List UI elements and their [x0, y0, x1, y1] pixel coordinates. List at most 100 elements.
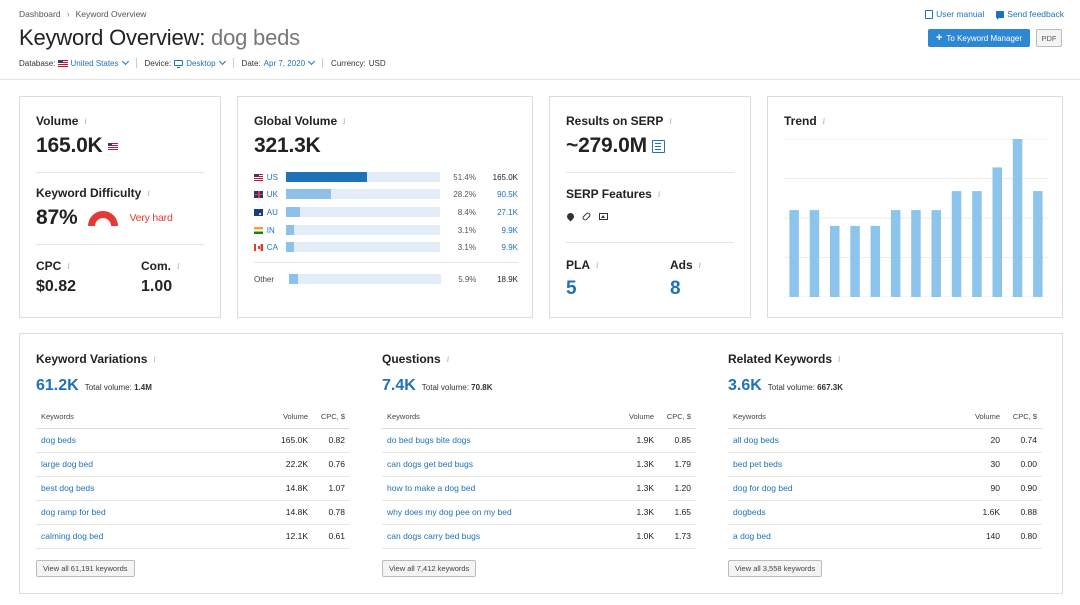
trend-bar[interactable] [992, 167, 1003, 297]
info-icon[interactable]: i [596, 260, 599, 270]
trend-bar[interactable] [789, 210, 799, 297]
link-icon[interactable] [581, 211, 592, 222]
trend-bar[interactable] [911, 210, 921, 297]
serp-features-icons [565, 211, 608, 222]
table-row: dogbeds 1.6K 0.88 [728, 500, 1042, 525]
total-value: 1.4M [134, 383, 152, 392]
country-row-in[interactable]: IN 3.1% 9.9K [254, 224, 518, 236]
info-icon[interactable]: i [698, 260, 702, 270]
column-header-volume: Volume [248, 406, 308, 429]
trend-bar[interactable] [931, 210, 942, 297]
ads-label-text: Ads [670, 258, 693, 272]
trend-label: Trend i [784, 114, 825, 128]
section-summary: 3.6K Total volume: 667.3K [728, 377, 843, 395]
volume-card: Volume i 165.0K Keyword Difficulty i 87%… [19, 96, 221, 318]
keyword-link[interactable]: can dogs carry bed bugs [382, 524, 594, 549]
pdf-button[interactable]: PDF [1036, 29, 1062, 47]
competition-value: 1.00 [141, 278, 173, 295]
info-icon[interactable]: i [343, 116, 346, 126]
to-keyword-manager-button[interactable]: + To Keyword Manager [928, 29, 1030, 47]
plus-icon: + [935, 31, 943, 44]
keyword-link[interactable]: why does my dog pee on my bed [382, 500, 594, 525]
trend-bar[interactable] [972, 191, 982, 297]
device-dropdown[interactable]: Desktop [174, 57, 226, 68]
country-row-au[interactable]: AU 8.4% 27.1K [254, 206, 518, 218]
section-count[interactable]: 61.2K [36, 377, 79, 394]
trend-bar[interactable] [1033, 191, 1043, 297]
trend-bar[interactable] [870, 225, 881, 297]
send-feedback-link[interactable]: Send feedback [996, 9, 1064, 20]
keyword-link[interactable]: dog for dog bed [728, 476, 940, 501]
info-icon[interactable]: i [153, 354, 156, 364]
keyword-cpc: 0.76 [308, 452, 350, 477]
serp-snapshot-icon[interactable] [651, 139, 665, 153]
trend-bar[interactable] [951, 191, 962, 297]
trend-bar[interactable] [890, 210, 901, 297]
keyword-link[interactable]: large dog bed [36, 452, 248, 477]
keyword-table: Keywords Volume CPC, $ dog beds 165.0K 0.8… [36, 406, 350, 549]
keyword-link[interactable]: dog beds [36, 428, 248, 453]
cpc-label: CPC i [36, 259, 70, 273]
trend-bar[interactable] [850, 225, 860, 297]
keyword-link[interactable]: best dog beds [36, 476, 248, 501]
info-icon[interactable]: i [84, 116, 88, 126]
trend-bar[interactable] [830, 225, 840, 297]
keyword-link[interactable]: calming dog bed [36, 524, 248, 549]
section-title-text: Keyword Variations [36, 352, 148, 366]
trend-bar[interactable] [1012, 139, 1023, 297]
info-icon[interactable]: i [147, 188, 150, 198]
competition-label-text: Com. [141, 259, 171, 273]
global-volume-card: Global Volume i 321.3K US 51.4% 165.0K U… [237, 96, 533, 318]
table-row: all dog beds 20 0.74 [728, 428, 1042, 453]
country-code: US [266, 172, 278, 182]
keyword-link[interactable]: dog ramp for bed [36, 500, 248, 525]
info-icon[interactable]: i [822, 116, 826, 126]
country-volume: 9.9K [501, 225, 518, 235]
ads-value[interactable]: 8 [670, 278, 681, 299]
keyword-volume: 1.3K [594, 452, 654, 477]
view-all-variations-button[interactable]: View all 61,191 keywords [36, 560, 135, 577]
column-header-volume: Volume [940, 406, 1000, 429]
date-dropdown[interactable]: Apr 7, 2020 [264, 57, 316, 68]
info-icon[interactable]: i [657, 189, 661, 199]
section-count[interactable]: 3.6K [728, 377, 762, 394]
section-count[interactable]: 7.4K [382, 377, 416, 394]
country-bar-fill [286, 172, 368, 182]
database-dropdown[interactable]: United States [58, 57, 129, 68]
keyword-link[interactable]: how to make a dog bed [382, 476, 594, 501]
info-icon[interactable]: i [67, 261, 70, 271]
keyword-link[interactable]: can dogs get bed bugs [382, 452, 594, 477]
country-row-ca[interactable]: CA 3.1% 9.9K [254, 241, 518, 253]
country-bar-track [286, 207, 440, 217]
country-row-uk[interactable]: UK 28.2% 90.5K [254, 188, 518, 200]
global-volume-label-text: Global Volume [254, 114, 338, 128]
info-icon[interactable]: i [669, 116, 672, 126]
image-icon[interactable] [599, 213, 608, 220]
country-bar-fill [288, 274, 299, 284]
database-value: United States [70, 58, 119, 68]
keyword-link[interactable]: all dog beds [728, 428, 940, 453]
trend-label-text: Trend [784, 114, 817, 128]
keyword-variations-section: Keyword Variations i 61.2K Total volume:… [20, 334, 350, 595]
view-all-questions-button[interactable]: View all 7,412 keywords [382, 560, 477, 577]
country-row-us[interactable]: US 51.4% 165.0K [254, 171, 518, 183]
keyword-link[interactable]: do bed bugs bite dogs [382, 428, 594, 453]
keyword-volume: 1.6K [940, 500, 1000, 525]
breadcrumb-dashboard[interactable]: Dashboard [19, 9, 61, 19]
keyword-link[interactable]: a dog bed [728, 524, 940, 549]
map-pin-icon[interactable] [565, 211, 576, 222]
info-icon[interactable]: i [838, 354, 841, 364]
view-all-related-button[interactable]: View all 3,558 keywords [728, 560, 823, 577]
keyword-link[interactable]: dogbeds [728, 500, 940, 525]
keyword-cpc: 0.82 [308, 428, 350, 453]
trend-bar[interactable] [809, 210, 820, 297]
keyword-link[interactable]: bed pet beds [728, 452, 940, 477]
monitor-icon [174, 60, 184, 68]
info-icon[interactable]: i [177, 261, 180, 271]
difficulty-gauge-icon [88, 210, 119, 226]
keyword-cpc: 0.85 [654, 428, 696, 453]
info-icon[interactable]: i [446, 354, 450, 364]
user-manual-link[interactable]: User manual [925, 9, 984, 19]
pla-value[interactable]: 5 [566, 278, 577, 299]
chevron-down-icon [121, 57, 129, 66]
